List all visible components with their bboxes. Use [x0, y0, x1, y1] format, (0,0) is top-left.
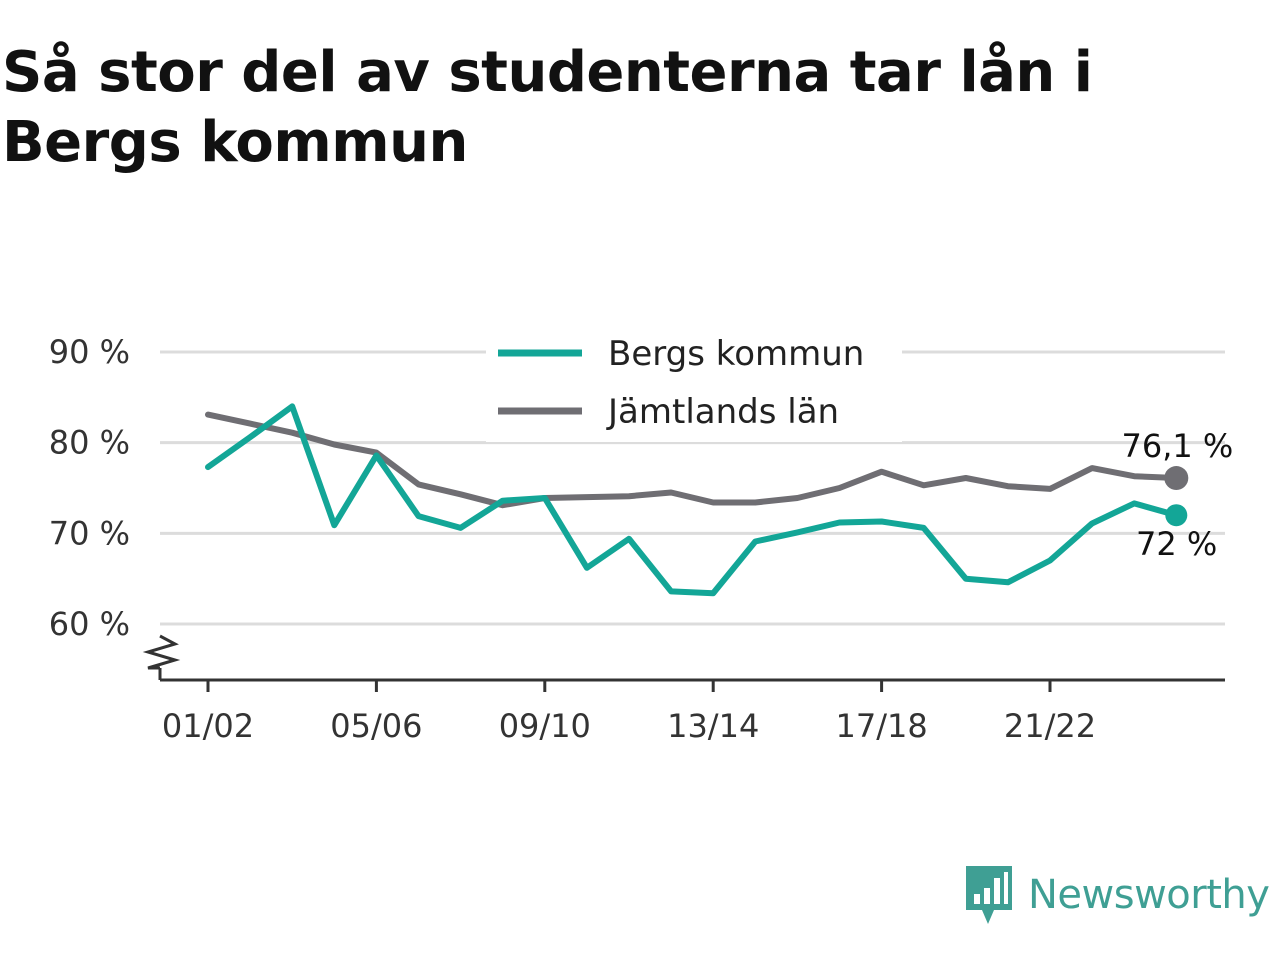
series-line-bergs-kommun [205, 403, 1180, 597]
brand-logo: Newsworthy [964, 862, 1270, 928]
y-tick-label: 90 % [49, 333, 130, 371]
x-tick-label: 13/14 [667, 707, 759, 745]
x-tick-label: 17/18 [835, 707, 927, 745]
legend-background [486, 320, 902, 442]
newsworthy-logo-icon [966, 866, 1012, 924]
series-lines [205, 403, 1189, 597]
series-end-point [1165, 504, 1188, 527]
x-axis-tick-labels: 01/02 05/06 09/10 13/14 17/18 21/22 [162, 680, 1096, 745]
y-axis-break-icon [142, 634, 181, 670]
x-tick-label: 09/10 [499, 707, 591, 745]
x-tick-label: 21/22 [1004, 707, 1096, 745]
axes [142, 634, 1225, 682]
chart-title: Så stor del av studenterna tar lån i Ber… [2, 40, 1093, 175]
brand-name: Newsworthy [1028, 872, 1270, 918]
x-tick-label: 05/06 [330, 707, 422, 745]
end-labels: 76,1 % 72 % [1121, 427, 1233, 563]
legend-label: Bergs kommun [608, 334, 864, 374]
legend: Bergs kommun Jämtlands län [486, 320, 902, 442]
series-line-jamtlands-lan [205, 411, 1180, 509]
end-label-jamtlands-lan: 76,1 % [1121, 427, 1233, 465]
y-tick-label: 60 % [49, 605, 130, 643]
y-axis-tick-labels: 60 % 70 % 80 % 90 % [49, 333, 130, 643]
y-tick-label: 80 % [49, 424, 130, 462]
end-label-bergs-kommun: 72 % [1136, 525, 1217, 563]
x-tick-label: 01/02 [162, 707, 254, 745]
legend-label: Jämtlands län [606, 392, 839, 432]
series-end-point [1164, 466, 1189, 491]
y-tick-label: 70 % [49, 514, 130, 552]
